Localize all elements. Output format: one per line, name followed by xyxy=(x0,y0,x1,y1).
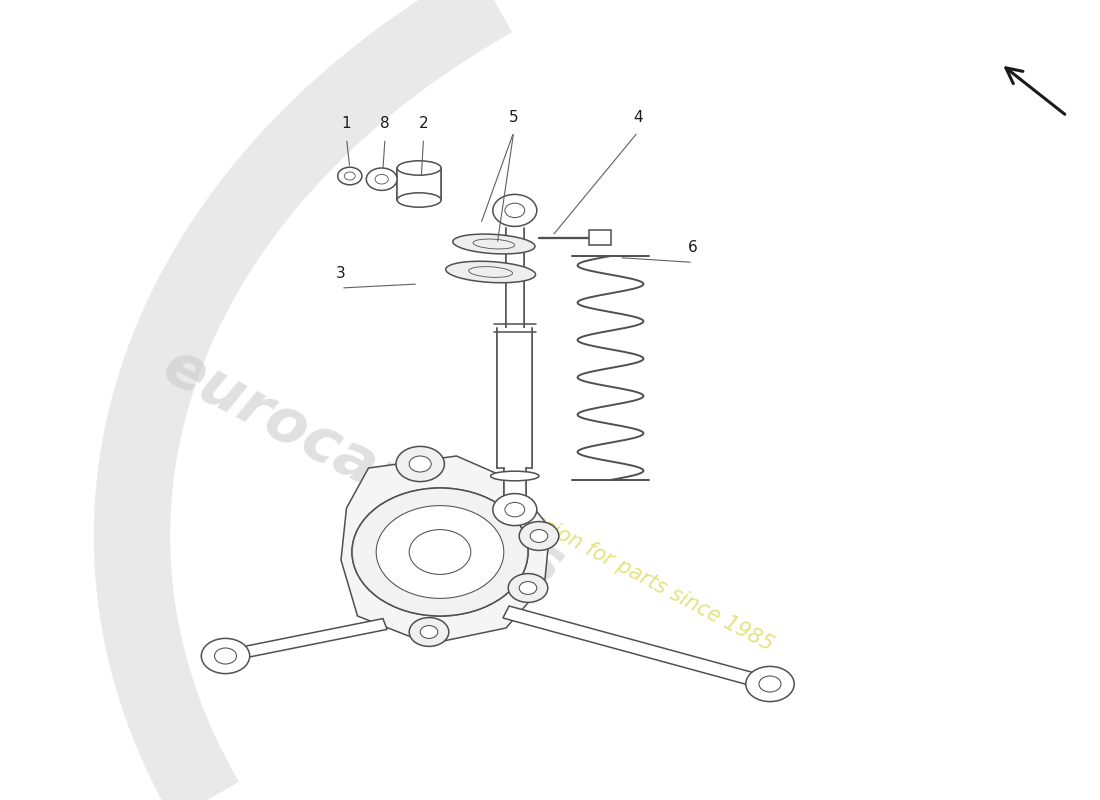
Text: eurocarparts: eurocarparts xyxy=(153,338,573,598)
Circle shape xyxy=(759,676,781,692)
Circle shape xyxy=(344,172,355,180)
Circle shape xyxy=(505,203,525,218)
Circle shape xyxy=(396,446,444,482)
Text: 2: 2 xyxy=(419,117,428,131)
Circle shape xyxy=(508,574,548,602)
Circle shape xyxy=(352,488,528,616)
Circle shape xyxy=(201,638,250,674)
Polygon shape xyxy=(223,618,387,662)
Ellipse shape xyxy=(453,234,535,254)
Text: 5: 5 xyxy=(509,110,518,125)
Circle shape xyxy=(420,626,438,638)
Bar xyxy=(397,168,441,200)
Circle shape xyxy=(352,488,528,616)
Circle shape xyxy=(519,522,559,550)
Circle shape xyxy=(214,648,236,664)
Circle shape xyxy=(375,174,388,184)
Ellipse shape xyxy=(469,266,513,278)
Circle shape xyxy=(409,618,449,646)
Circle shape xyxy=(366,168,397,190)
Circle shape xyxy=(746,666,794,702)
Circle shape xyxy=(505,502,525,517)
Text: a passion for parts since 1985: a passion for parts since 1985 xyxy=(488,490,777,654)
Bar xyxy=(506,228,524,328)
Ellipse shape xyxy=(491,471,539,481)
Ellipse shape xyxy=(397,161,441,175)
Text: 4: 4 xyxy=(634,110,642,125)
Circle shape xyxy=(493,494,537,526)
Bar xyxy=(588,230,610,245)
Ellipse shape xyxy=(397,193,441,207)
Text: 1: 1 xyxy=(342,117,351,131)
Ellipse shape xyxy=(473,239,515,249)
Bar xyxy=(497,328,532,468)
Bar xyxy=(504,468,526,500)
Ellipse shape xyxy=(446,262,536,282)
Circle shape xyxy=(376,506,504,598)
Circle shape xyxy=(519,582,537,594)
Circle shape xyxy=(493,194,537,226)
Polygon shape xyxy=(503,606,773,690)
Circle shape xyxy=(376,506,504,598)
Polygon shape xyxy=(341,456,550,644)
Circle shape xyxy=(409,456,431,472)
Circle shape xyxy=(338,167,362,185)
Text: 6: 6 xyxy=(689,241,697,255)
Text: 8: 8 xyxy=(381,117,389,131)
Circle shape xyxy=(409,530,471,574)
Text: 3: 3 xyxy=(337,266,345,281)
Circle shape xyxy=(409,530,471,574)
Circle shape xyxy=(530,530,548,542)
